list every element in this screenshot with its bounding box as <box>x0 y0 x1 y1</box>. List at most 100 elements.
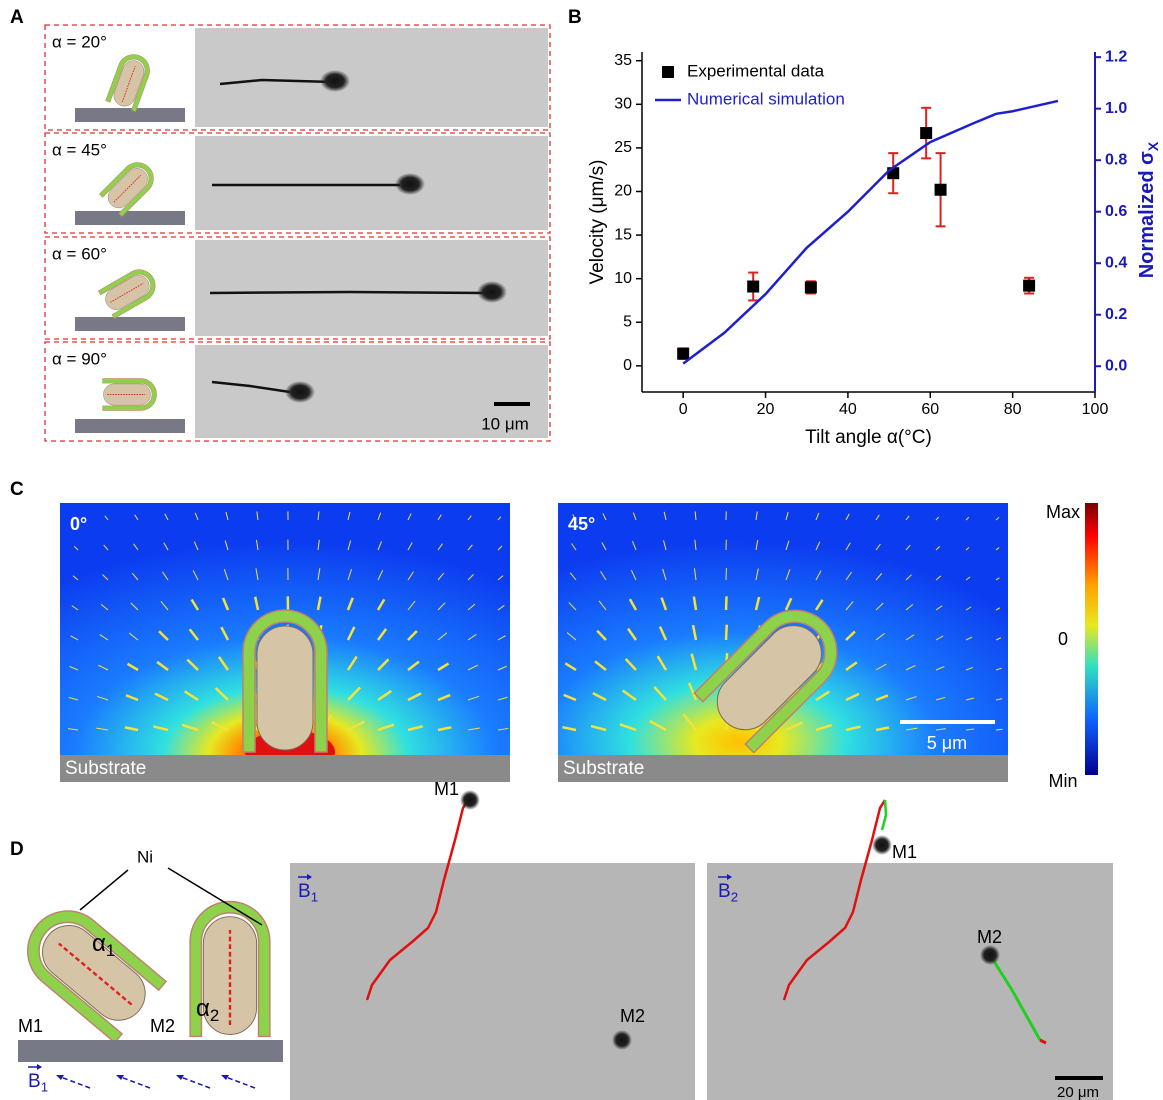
data-point <box>935 184 947 196</box>
substrate <box>75 211 185 225</box>
alpha-label-part: 2 <box>210 1007 219 1026</box>
capsule <box>103 379 157 411</box>
angle-label: α = 60° <box>52 244 107 263</box>
angle-label: α = 20° <box>52 32 107 51</box>
alpha-label-part: α <box>196 995 210 1022</box>
field-arrow <box>996 729 1003 730</box>
y2-axis-label-part: Normalized σ <box>1136 151 1158 278</box>
y2-axis-label-part: X <box>1145 141 1161 151</box>
scale-bar-label: 10 μm <box>481 414 529 433</box>
panel-label: A <box>10 7 24 28</box>
field-direction-head <box>116 1075 124 1080</box>
colorbar-label: Max <box>1046 502 1080 522</box>
y2-tick-label: 0.4 <box>1105 254 1127 271</box>
marker-label: M2 <box>150 1016 175 1036</box>
pointer <box>80 870 128 910</box>
field-direction <box>58 1076 90 1088</box>
field-direction <box>178 1076 210 1088</box>
particle <box>980 945 1000 965</box>
field-direction-head <box>176 1075 184 1080</box>
x-tick-label: 40 <box>839 401 857 418</box>
field-label-part: 2 <box>731 889 738 904</box>
y2-tick-label: 0.6 <box>1105 203 1127 220</box>
micrograph <box>290 863 695 1100</box>
panel-label: D <box>10 839 24 860</box>
y-tick-label: 25 <box>614 139 632 156</box>
micrograph <box>707 863 1113 1100</box>
angle-label: 45° <box>568 514 595 534</box>
capsule <box>99 156 160 217</box>
data-point <box>677 348 689 360</box>
marker-label: M1 <box>892 842 917 862</box>
marker-label: M1 <box>434 779 459 799</box>
y-tick-label: 15 <box>614 226 632 243</box>
field-label-part: B <box>718 881 731 902</box>
field-label-part: B <box>28 1071 41 1092</box>
figure: Aα = 20°α = 45°α = 60°α = 90°10 μmB02040… <box>0 0 1163 1100</box>
field-arrow <box>726 625 727 640</box>
substrate <box>18 1040 283 1062</box>
micrograph <box>195 136 548 230</box>
data-point <box>1023 280 1035 292</box>
x-tick-label: 60 <box>921 401 939 418</box>
field-direction <box>118 1076 150 1088</box>
field-arrow <box>726 596 727 610</box>
legend-label: Numerical simulation <box>687 89 845 108</box>
simulation-line <box>683 101 1058 364</box>
angle-label: 0° <box>70 514 87 534</box>
colorbar-label: 0 <box>1058 629 1068 649</box>
trajectory <box>210 292 485 293</box>
panel-label: B <box>568 7 582 28</box>
y2-tick-label: 0.0 <box>1105 357 1127 374</box>
y-tick-label: 35 <box>614 52 632 69</box>
marker-label: M1 <box>18 1016 43 1036</box>
substrate <box>75 108 185 122</box>
colorbar <box>1085 503 1098 775</box>
micrograph <box>195 28 548 127</box>
y-tick-label: 20 <box>614 183 632 200</box>
legend-swatch <box>662 66 674 78</box>
field-direction-head <box>56 1075 64 1080</box>
y2-tick-label: 1.0 <box>1105 100 1127 117</box>
y-axis-label: Velocity (μm/s) <box>587 160 608 285</box>
particle <box>395 173 425 195</box>
particle <box>872 835 892 855</box>
field-direction-head <box>221 1075 229 1080</box>
field-label-part: B <box>298 881 311 902</box>
x-tick-label: 80 <box>1004 401 1022 418</box>
angle-label: α = 90° <box>52 349 107 368</box>
capsule <box>243 610 327 752</box>
x-tick-label: 0 <box>679 401 688 418</box>
capsule <box>98 264 161 319</box>
y2-tick-label: 0.8 <box>1105 151 1127 168</box>
particle <box>320 70 350 92</box>
ni-label: Ni <box>137 847 153 866</box>
particle <box>477 281 507 303</box>
scale-bar-label: 20 μm <box>1057 1084 1099 1100</box>
particle <box>460 790 480 810</box>
x-axis-label: Tilt angle α(°C) <box>805 427 932 448</box>
marker-label: M2 <box>977 927 1002 947</box>
legend-label: Experimental data <box>687 61 825 80</box>
data-point <box>747 281 759 293</box>
field-label: B1 <box>28 1071 48 1094</box>
alpha-label: α1 <box>92 930 115 960</box>
scale-bar-label: 5 μm <box>927 733 967 753</box>
x-tick-label: 100 <box>1082 401 1109 418</box>
colorbar-label: Min <box>1048 771 1077 791</box>
vector-arrowhead <box>37 1064 42 1070</box>
data-point <box>805 281 817 293</box>
y2-axis-label: Normalized σX <box>1136 141 1160 278</box>
y-tick-label: 5 <box>623 313 632 330</box>
y2-tick-label: 0.2 <box>1105 306 1127 323</box>
data-point <box>920 127 932 139</box>
marker-label: M2 <box>620 1006 645 1026</box>
y-tick-label: 0 <box>623 357 632 374</box>
particle <box>285 381 315 403</box>
substrate-label: Substrate <box>563 758 644 779</box>
x-tick-label: 20 <box>757 401 775 418</box>
angle-label: α = 45° <box>52 140 107 159</box>
y2-tick-label: 1.2 <box>1105 48 1127 65</box>
field-label-part: 1 <box>41 1079 48 1094</box>
capsule <box>106 50 154 112</box>
